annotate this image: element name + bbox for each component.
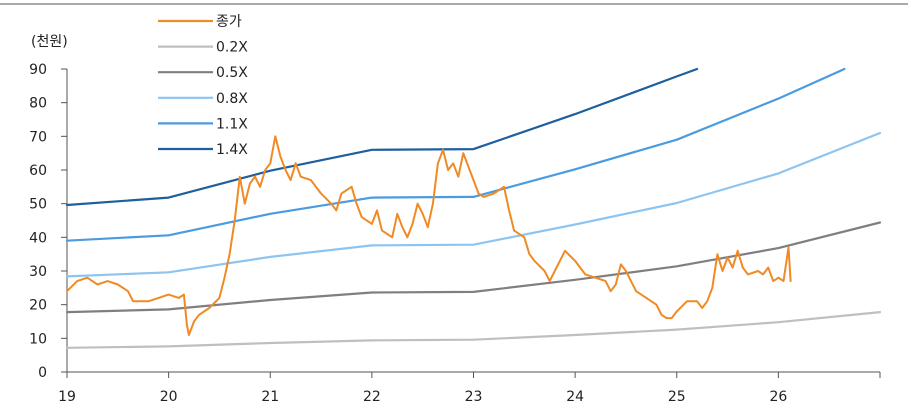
x-tick-label: 26 <box>769 389 787 405</box>
legend-label: 1.4X <box>216 142 248 158</box>
series-line-종가 <box>66 135 792 336</box>
y-tick-label: 70 <box>29 129 47 145</box>
legend-label: 0.5X <box>216 65 248 81</box>
y-tick-label: 80 <box>29 96 47 112</box>
x-tick-label: 22 <box>363 389 381 405</box>
series-line-0.8X <box>65 131 882 278</box>
series-line-0.2X <box>65 311 882 349</box>
x-tick-label: 19 <box>58 389 76 405</box>
series-line-0.5X <box>65 221 882 314</box>
x-tick-label: 24 <box>566 389 584 405</box>
series-line-1.4X <box>65 67 699 207</box>
x-tick-label: 25 <box>668 389 686 405</box>
y-tick-label: 10 <box>29 331 47 347</box>
legend-label: 종가 <box>216 14 242 30</box>
y-tick-label: 40 <box>29 230 47 246</box>
plot-area <box>65 67 882 349</box>
y-tick-label: 30 <box>29 264 47 280</box>
x-tick-label: 21 <box>261 389 279 405</box>
x-tick-label: 20 <box>160 389 178 405</box>
legend: 종가 0.2X 0.5X 0.8X 1.1X 1.4X <box>158 14 248 158</box>
y-tick-label: 90 <box>29 62 47 78</box>
legend-label: 0.2X <box>216 40 248 56</box>
y-tick-label: 50 <box>29 197 47 213</box>
y-tick-label: 20 <box>29 298 47 314</box>
legend-label: 0.8X <box>216 91 248 107</box>
y-tick-label: 0 <box>38 365 47 381</box>
axes: 0 10 20 30 40 50 60 70 80 90 19 20 21 22 23 24 25 26 <box>29 62 881 405</box>
x-tick-label: 23 <box>465 389 483 405</box>
y-tick-label: 60 <box>29 163 47 179</box>
y-axis-unit-label: (천원) <box>31 34 68 50</box>
legend-label: 1.1X <box>216 116 248 132</box>
series-line-1.1X <box>65 67 846 242</box>
